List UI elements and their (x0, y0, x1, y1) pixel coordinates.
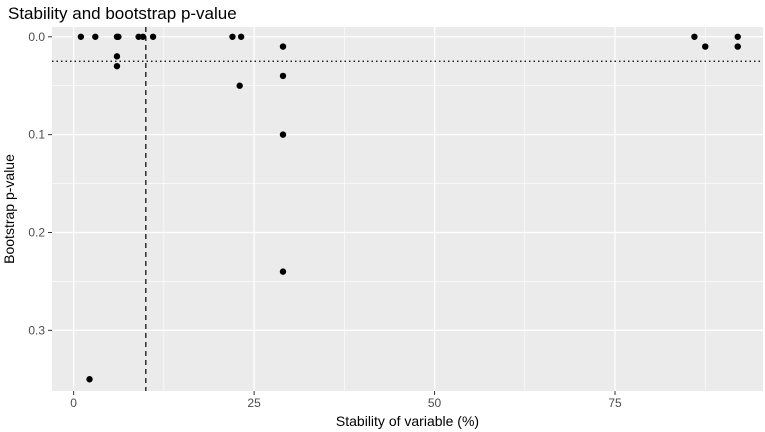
data-point (113, 62, 121, 70)
y-tick-label: 0.1 (28, 128, 45, 142)
data-point (92, 33, 99, 40)
data-point (237, 33, 245, 40)
chart-title: Stability and bootstrap p-value (8, 4, 237, 23)
data-point (139, 33, 147, 40)
data-point (734, 43, 741, 50)
plot-panel (52, 27, 763, 391)
data-point (113, 53, 121, 60)
grid-minor (52, 27, 763, 391)
data-point (236, 82, 243, 89)
data-point (279, 268, 287, 275)
x-tick-label: 50 (428, 396, 442, 410)
y-tick-label: 0.0 (28, 30, 45, 44)
y-tick-label: 0.2 (28, 225, 45, 239)
x-axis-ticks: 0 25 50 75 (70, 391, 622, 410)
x-tick-label: 0 (70, 396, 77, 410)
data-point (86, 376, 93, 383)
data-point (691, 33, 698, 40)
data-point (77, 33, 85, 40)
data-point (279, 131, 287, 138)
data-point (279, 43, 287, 50)
y-axis-title: Bootstrap p-value (1, 154, 17, 264)
x-tick-label: 75 (608, 396, 622, 410)
data-points (77, 33, 741, 383)
data-point (115, 33, 122, 40)
x-tick-label: 25 (247, 396, 261, 410)
y-axis-ticks: 0.0 0.1 0.2 0.3 (28, 30, 52, 337)
grid-major (52, 27, 763, 391)
data-point (149, 33, 157, 40)
y-tick-label: 0.3 (28, 323, 45, 337)
data-point (279, 72, 287, 80)
data-point (229, 33, 236, 40)
data-point (734, 33, 741, 40)
data-point (702, 43, 709, 50)
reference-lines (52, 27, 763, 391)
x-axis-title: Stability of variable (%) (336, 413, 479, 429)
